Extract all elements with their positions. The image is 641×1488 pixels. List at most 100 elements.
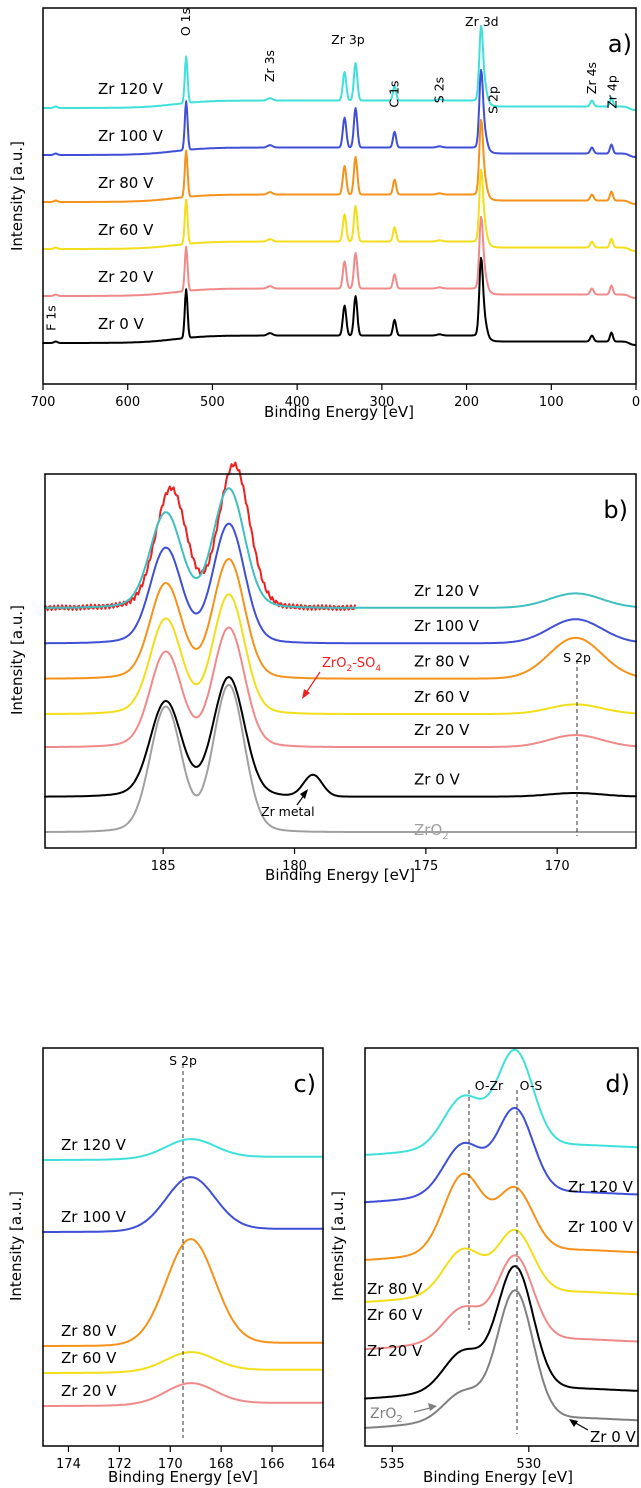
panel-b-annotation-s2p: S 2p <box>563 650 591 665</box>
panel-a-annotation-f-1s: F 1s <box>44 305 59 331</box>
panel-b-series-zr-0-v <box>44 676 637 798</box>
panel-d-curves <box>364 1048 639 1429</box>
panel-b-series-label-zr-60-v: Zr 60 V <box>414 688 470 706</box>
panel-d-series-zr-80-v <box>364 1172 639 1261</box>
panel-d-xlabel: Binding Energy [eV] <box>423 1468 573 1486</box>
d-zro2-main: ZrO <box>370 1406 396 1422</box>
panel-b-series-zr-80-v <box>44 558 637 680</box>
panel-c-xtick-label-170: 170 <box>158 1457 183 1472</box>
panel-d-frame <box>364 1047 639 1447</box>
panel-c-frame <box>42 1047 324 1447</box>
panel-b-series-label-zr-80-v: Zr 80 V <box>414 653 470 671</box>
panel-b-series-zr-100-v <box>44 522 637 645</box>
panel-b-frame <box>44 473 637 849</box>
panel-c-xtick-label-166: 166 <box>260 1457 285 1472</box>
panel-b-xtick-label-180: 180 <box>282 859 307 874</box>
panel-d-series-zr-60-v <box>364 1228 639 1303</box>
panel-a-series-zr-80-v <box>42 118 637 205</box>
panel-b-xlabel: Binding Energy [eV] <box>265 866 415 884</box>
panel-d-annotation-ozr: O-Zr <box>475 1078 504 1093</box>
panel-b-series-zro2-so4 <box>44 461 356 612</box>
panel-a-xtick-label-300: 300 <box>369 395 394 410</box>
panel-d-ticks: 535 530 <box>380 1446 541 1472</box>
zro2-main: ZrO <box>414 821 442 839</box>
panel-a-series-label-zr-120-v: Zr 120 V <box>98 80 164 98</box>
zr-metal-arrowhead <box>300 789 308 799</box>
panel-b-series-zr-20-v <box>44 626 637 748</box>
panel-b-series-labels: Zr 120 V Zr 100 V Zr 80 V Zr 60 V Zr 20 V Zr … <box>414 582 480 789</box>
panel-a-annotation-s-2s: S 2s <box>431 77 446 103</box>
panel-c-series-label-zr-80-v: Zr 80 V <box>61 1322 117 1340</box>
panel-b-series-zr-60-v <box>44 593 637 715</box>
panel-a-xtick-label-100: 100 <box>539 395 564 410</box>
panel-a-annotation-zr-3s: Zr 3s <box>262 50 277 82</box>
panel-a-annotation-o-1s: O 1s <box>178 8 193 36</box>
panel-a-series-zr-0-v <box>42 256 637 346</box>
panel-c-series-zr-120-v <box>42 1138 324 1161</box>
panel-a: 700 600 500 400 300 200 100 0 Zr 120 VZr 100 VZ… <box>8 7 640 421</box>
zro2-so4-tail: -SO <box>352 656 375 671</box>
panel-c-series-label-zr-60-v: Zr 60 V <box>61 1349 117 1367</box>
panel-a-peak-annotations: F 1s O 1s Zr 3s Zr 3p C 1s S 2s Zr 3d S 2p Zr 4s… <box>44 8 620 331</box>
zro2-so4-sub: 2 <box>346 664 352 674</box>
panel-a-xlabel: Binding Energy [eV] <box>264 403 414 421</box>
panel-d-series-label-zr-100-v: Zr 100 V <box>568 1218 634 1236</box>
d-zro2-sub: 2 <box>396 1414 402 1425</box>
panel-a-series-labels: Zr 120 V Zr 100 V Zr 80 V Zr 60 V Zr 20 V Zr … <box>98 80 164 333</box>
panel-b-label: b) <box>603 496 628 524</box>
panel-c-ticks: 174 172 170 168 166 164 <box>56 1446 335 1472</box>
zro2-so4-arrowhead <box>302 689 310 699</box>
panel-b-legend-zro2: ZrO2 <box>414 821 449 842</box>
zro2-sub: 2 <box>442 831 448 842</box>
panel-c-series-zr-80-v <box>42 1238 324 1347</box>
panel-c-series-zr-20-v <box>42 1382 324 1407</box>
panel-d-ylabel: Intensity [a.u.] <box>329 1191 347 1301</box>
panel-c-series-labels: Zr 120 V Zr 100 V Zr 80 V Zr 60 V Zr 20 V <box>61 1136 127 1400</box>
panel-c: 174 172 170 168 166 164 Zr 120 V Zr 100 V Zr 80… <box>7 1047 335 1486</box>
panel-b-series-zr-120-v <box>44 487 637 609</box>
panel-d-label: d) <box>605 1070 630 1098</box>
panel-d-series-zr-20-v <box>364 1254 639 1351</box>
panel-d-series-zr-120-v <box>364 1048 639 1156</box>
panel-b-series-zro2 <box>44 683 637 833</box>
panel-b-legend-zro2-so4: ZrO2-SO4 <box>322 656 381 674</box>
panel-b-series-label-zr-100-v: Zr 100 V <box>414 617 480 635</box>
panel-d-series-zr-0-v <box>364 1265 639 1400</box>
panel-b-xtick-label-170: 170 <box>545 859 570 874</box>
panel-b-series-label-zr-0-v: Zr 0 V <box>414 771 461 789</box>
panel-a-series-label-zr-60-v: Zr 60 V <box>98 221 154 239</box>
panel-a-xtick-label-0: 0 <box>632 395 640 410</box>
panel-a-series-zr-20-v <box>42 215 637 299</box>
d-zr0-arrowhead <box>569 1419 578 1427</box>
panel-a-annotation-c-1s: C 1s <box>387 80 402 107</box>
panel-a-label: a) <box>608 30 632 58</box>
panel-d-series-label-zr-60-v: Zr 60 V <box>367 1306 423 1324</box>
panel-a-annotation-s-2p: S 2p <box>486 86 501 114</box>
panel-d-series-label-zr-20-v: Zr 20 V <box>367 1342 423 1360</box>
panel-d-xtick-label-535: 535 <box>380 1457 405 1472</box>
panel-a-series-label-zr-100-v: Zr 100 V <box>98 127 164 145</box>
panel-c-xtick-label-168: 168 <box>209 1457 234 1472</box>
panel-b: 185 180 175 170 Zr 120 V Zr 100 V Zr 80 V Zr 6… <box>8 461 637 884</box>
panel-d-legend-zro2: ZrO2 <box>370 1406 403 1425</box>
panel-c-ylabel: Intensity [a.u.] <box>7 1191 25 1301</box>
panel-c-xlabel: Binding Energy [eV] <box>108 1468 258 1486</box>
panel-b-ticks: 185 180 175 170 <box>151 848 570 874</box>
panel-d: 535 530 Zr 120 VZr 100 VZr 80 VZr 60 VZr … <box>329 1047 639 1486</box>
panel-d-series-label-zr-80-v: Zr 80 V <box>367 1280 423 1298</box>
panel-d-annotation-os: O-S <box>520 1078 543 1093</box>
panel-c-xtick-label-164: 164 <box>311 1457 336 1472</box>
panel-a-xtick-label-700: 700 <box>31 395 56 410</box>
panel-a-ticks: 700 600 500 400 300 200 100 0 <box>31 384 640 410</box>
panel-a-xtick-label-500: 500 <box>200 395 225 410</box>
panel-d-series-label-zr-0-v: Zr 0 V <box>590 1428 637 1446</box>
panel-a-annotation-zr-3d: Zr 3d <box>465 14 499 29</box>
panel-b-curves <box>44 461 637 833</box>
panel-a-annotation-zr-3p: Zr 3p <box>331 32 365 47</box>
panel-a-xtick-label-600: 600 <box>115 395 140 410</box>
panel-c-xtick-label-174: 174 <box>56 1457 81 1472</box>
panel-b-annotation-zr-metal: Zr metal <box>261 804 315 819</box>
panel-a-series-label-zr-0-v: Zr 0 V <box>98 315 145 333</box>
panel-a-series-zr-120-v <box>42 24 637 111</box>
d-zro2-arrowhead <box>428 1403 437 1411</box>
